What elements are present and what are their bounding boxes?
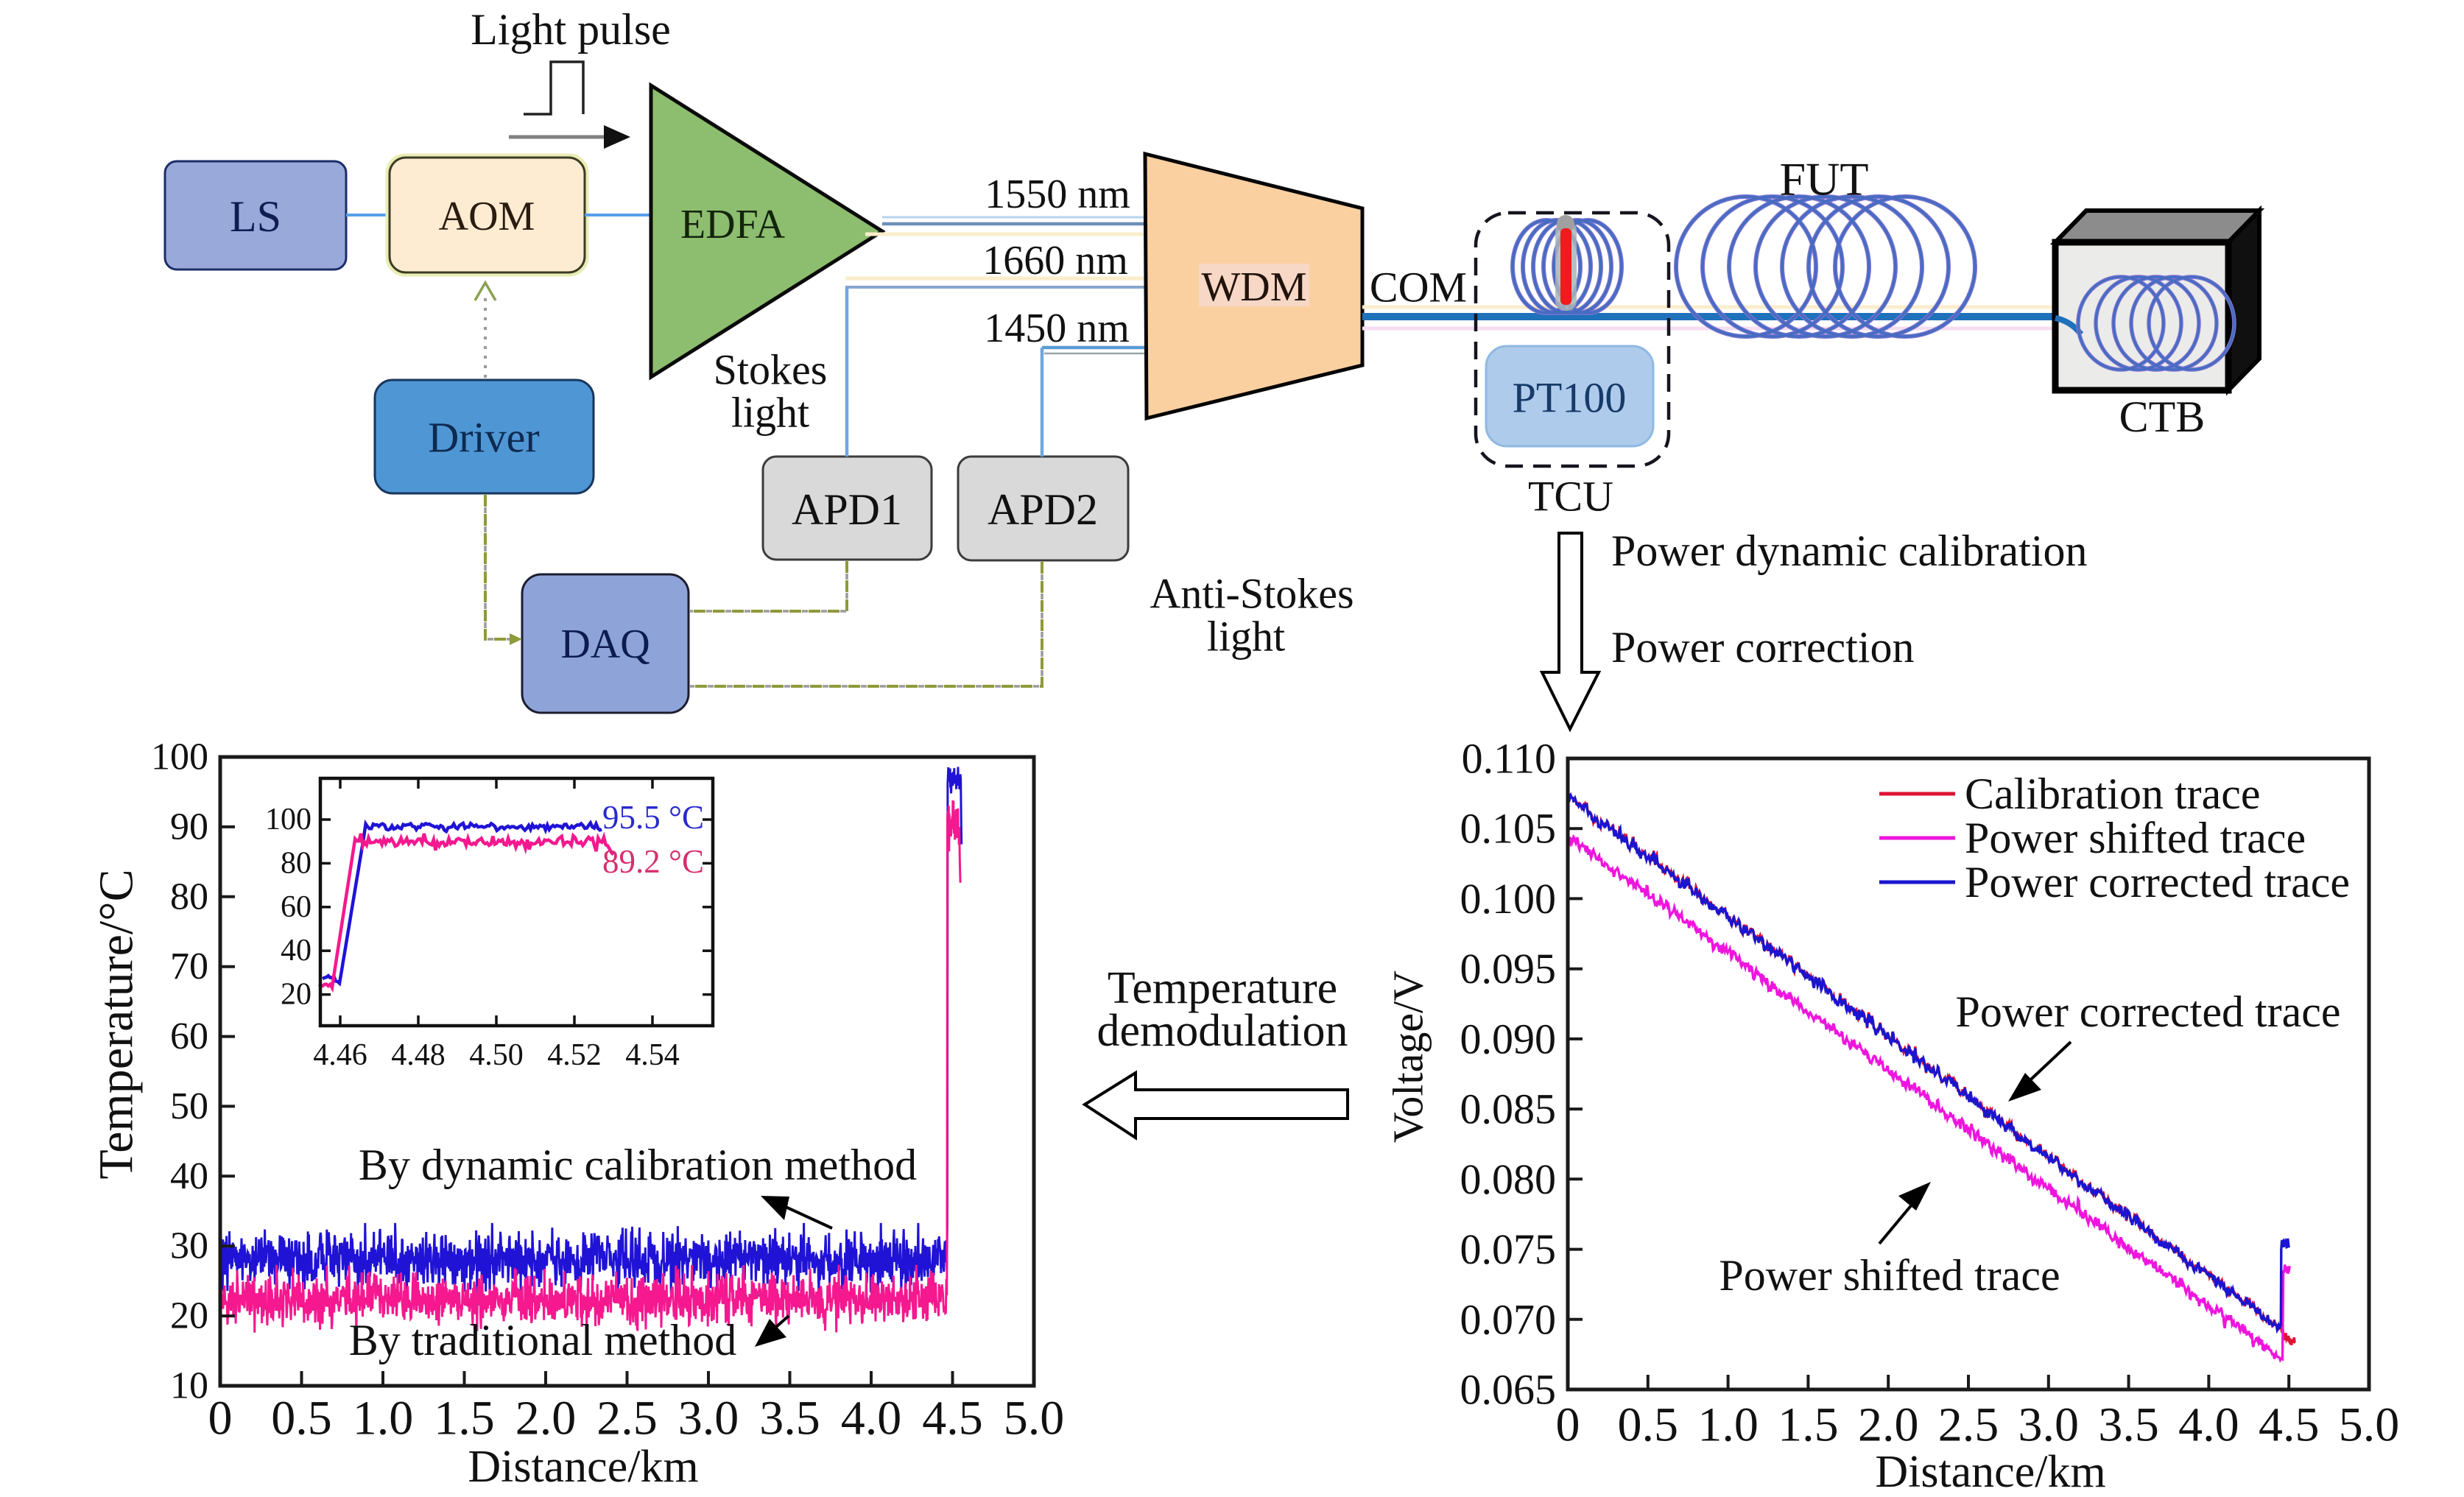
svg-text:10: 10 bbox=[170, 1365, 208, 1407]
svg-text:2.5: 2.5 bbox=[1938, 1398, 1999, 1452]
svg-text:CTB: CTB bbox=[2119, 392, 2206, 441]
svg-text:4.48: 4.48 bbox=[391, 1038, 446, 1072]
svg-text:4.5: 4.5 bbox=[922, 1392, 983, 1445]
svg-text:0.090: 0.090 bbox=[1460, 1015, 1557, 1063]
svg-text:1.0: 1.0 bbox=[1697, 1398, 1759, 1452]
svg-text:FUT: FUT bbox=[1780, 153, 1869, 205]
svg-text:4.5: 4.5 bbox=[2259, 1398, 2320, 1452]
svg-text:1550 nm: 1550 nm bbox=[985, 172, 1130, 217]
svg-text:Stokes: Stokes bbox=[714, 346, 828, 394]
svg-text:EDFA: EDFA bbox=[680, 202, 786, 247]
svg-text:DAQ: DAQ bbox=[560, 621, 650, 667]
svg-text:APD2: APD2 bbox=[988, 485, 1098, 534]
svg-text:Temperature/°C: Temperature/°C bbox=[90, 869, 144, 1179]
svg-text:40: 40 bbox=[281, 934, 311, 968]
svg-text:60: 60 bbox=[281, 890, 311, 924]
svg-text:3.5: 3.5 bbox=[2098, 1398, 2159, 1452]
svg-text:light: light bbox=[1207, 613, 1285, 661]
svg-text:3.0: 3.0 bbox=[2018, 1398, 2080, 1452]
svg-text:Temperature: Temperature bbox=[1108, 963, 1337, 1013]
svg-text:Power dynamic calibration: Power dynamic calibration bbox=[1611, 526, 2087, 575]
svg-text:Voltage/V: Voltage/V bbox=[1384, 971, 1432, 1143]
svg-text:Power corrected trace: Power corrected trace bbox=[1955, 987, 2340, 1036]
svg-text:4.54: 4.54 bbox=[625, 1038, 680, 1072]
svg-text:0.085: 0.085 bbox=[1460, 1085, 1557, 1133]
svg-text:WDM: WDM bbox=[1201, 264, 1306, 310]
svg-text:0.100: 0.100 bbox=[1460, 875, 1557, 923]
svg-text:0.110: 0.110 bbox=[1462, 735, 1556, 783]
svg-text:100: 100 bbox=[151, 736, 208, 778]
svg-text:0.105: 0.105 bbox=[1460, 805, 1557, 853]
svg-text:APD1: APD1 bbox=[792, 485, 902, 534]
svg-text:Power shifted trace: Power shifted trace bbox=[1719, 1251, 2060, 1300]
svg-text:80: 80 bbox=[281, 846, 311, 880]
svg-text:0.075: 0.075 bbox=[1460, 1225, 1557, 1273]
svg-text:20: 20 bbox=[170, 1295, 208, 1337]
svg-text:90: 90 bbox=[170, 806, 208, 848]
svg-text:LS: LS bbox=[230, 192, 281, 241]
svg-text:By traditional method: By traditional method bbox=[349, 1316, 737, 1364]
svg-text:40: 40 bbox=[170, 1155, 208, 1197]
svg-text:2.0: 2.0 bbox=[515, 1392, 577, 1445]
svg-text:4.0: 4.0 bbox=[841, 1392, 902, 1445]
svg-text:3.0: 3.0 bbox=[678, 1392, 739, 1445]
svg-text:1660 nm: 1660 nm bbox=[982, 238, 1128, 283]
svg-text:PT100: PT100 bbox=[1513, 374, 1627, 422]
svg-text:4.46: 4.46 bbox=[313, 1038, 367, 1072]
svg-text:50: 50 bbox=[170, 1085, 208, 1127]
svg-text:0.065: 0.065 bbox=[1460, 1366, 1557, 1414]
svg-text:5.0: 5.0 bbox=[2339, 1398, 2400, 1452]
svg-text:2.5: 2.5 bbox=[596, 1392, 658, 1445]
svg-text:Anti-Stokes: Anti-Stokes bbox=[1150, 570, 1354, 618]
svg-text:30: 30 bbox=[170, 1225, 208, 1267]
svg-text:demodulation: demodulation bbox=[1097, 1006, 1348, 1056]
svg-text:4.50: 4.50 bbox=[469, 1038, 524, 1072]
svg-text:0.070: 0.070 bbox=[1460, 1295, 1557, 1343]
svg-text:Distance/km: Distance/km bbox=[468, 1442, 698, 1492]
svg-text:1450 nm: 1450 nm bbox=[984, 306, 1130, 351]
svg-text:0.5: 0.5 bbox=[271, 1392, 332, 1445]
svg-text:1.5: 1.5 bbox=[1778, 1398, 1839, 1452]
svg-text:4.0: 4.0 bbox=[2178, 1398, 2239, 1452]
svg-text:1.0: 1.0 bbox=[353, 1392, 414, 1445]
svg-text:4.52: 4.52 bbox=[547, 1038, 602, 1072]
svg-text:20: 20 bbox=[281, 978, 311, 1012]
svg-text:By dynamic calibration method: By dynamic calibration method bbox=[359, 1141, 917, 1189]
svg-text:1.5: 1.5 bbox=[434, 1392, 495, 1445]
svg-text:0: 0 bbox=[1556, 1398, 1580, 1452]
svg-text:5.0: 5.0 bbox=[1004, 1392, 1065, 1445]
svg-text:2.0: 2.0 bbox=[1858, 1398, 1919, 1452]
svg-text:60: 60 bbox=[170, 1015, 208, 1057]
svg-text:0: 0 bbox=[208, 1392, 233, 1445]
svg-text:Driver: Driver bbox=[428, 414, 539, 462]
svg-text:Power correction: Power correction bbox=[1611, 623, 1915, 672]
svg-text:Distance/km: Distance/km bbox=[1875, 1447, 2105, 1493]
svg-text:Power corrected trace: Power corrected trace bbox=[1965, 858, 2350, 906]
svg-text:3.5: 3.5 bbox=[759, 1392, 820, 1445]
svg-text:Calibration trace: Calibration trace bbox=[1965, 769, 2260, 818]
svg-text:100: 100 bbox=[265, 803, 311, 836]
svg-text:COM: COM bbox=[1370, 264, 1467, 311]
svg-text:light: light bbox=[731, 389, 809, 437]
svg-text:70: 70 bbox=[170, 945, 208, 987]
svg-text:Light pulse: Light pulse bbox=[471, 5, 671, 54]
svg-text:Power shifted trace: Power shifted trace bbox=[1965, 814, 2306, 862]
svg-text:89.2 °C: 89.2 °C bbox=[602, 843, 704, 880]
svg-text:0.080: 0.080 bbox=[1460, 1155, 1557, 1203]
svg-text:AOM: AOM bbox=[439, 194, 535, 239]
svg-text:95.5 °C: 95.5 °C bbox=[602, 799, 704, 836]
svg-text:80: 80 bbox=[170, 876, 208, 917]
svg-text:0.5: 0.5 bbox=[1618, 1398, 1679, 1452]
svg-text:0.095: 0.095 bbox=[1460, 945, 1557, 993]
svg-text:TCU: TCU bbox=[1528, 473, 1613, 521]
